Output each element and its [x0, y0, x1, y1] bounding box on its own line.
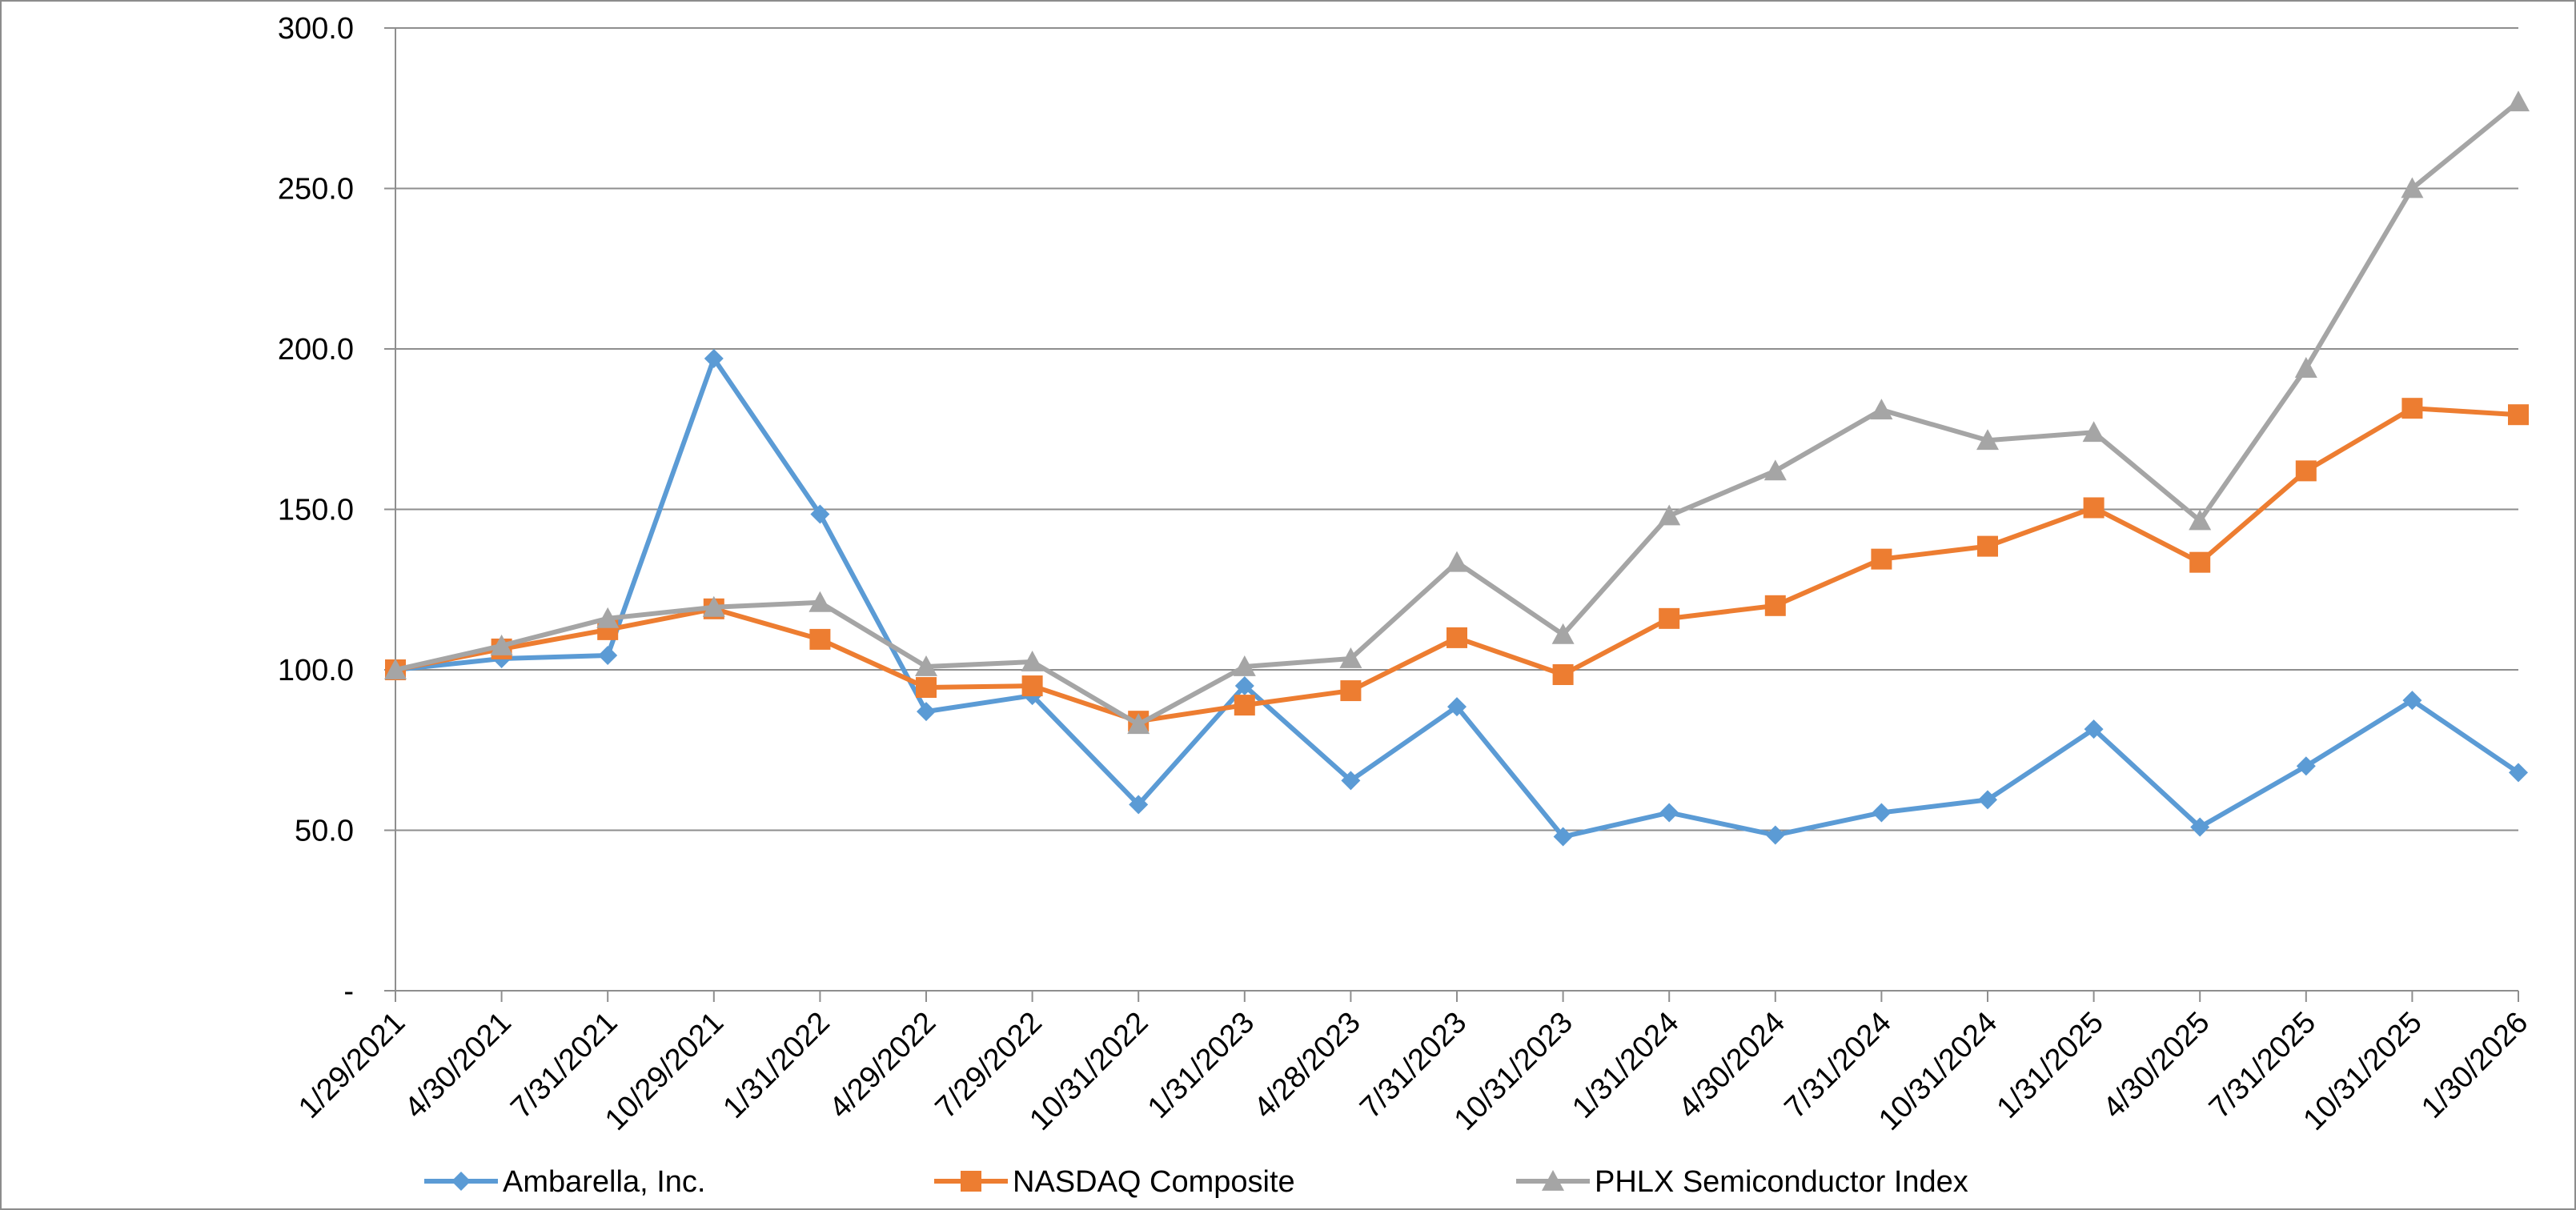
data-point — [1446, 627, 1467, 648]
data-point — [809, 591, 832, 612]
data-point — [1341, 771, 1361, 791]
data-point — [2190, 817, 2210, 837]
x-tick-label: 1/31/2024 — [1566, 1006, 1685, 1125]
series-3 — [384, 90, 2530, 735]
x-tick-label: 1/30/2026 — [2415, 1006, 2534, 1125]
data-point — [1340, 680, 1362, 702]
data-point — [598, 645, 618, 665]
data-point — [2295, 460, 2317, 482]
data-point — [2509, 763, 2528, 783]
data-point — [490, 634, 513, 655]
data-point — [1339, 647, 1362, 668]
data-point — [1659, 803, 1679, 823]
data-point — [384, 659, 407, 679]
data-point — [1234, 695, 1255, 716]
data-point — [1234, 676, 1254, 696]
data-point — [1872, 803, 1892, 823]
x-tick-label: 1/31/2023 — [1142, 1006, 1261, 1125]
data-point — [1021, 675, 1043, 697]
data-point — [2401, 177, 2424, 198]
tick-labels: -50.0100.0150.0200.0250.0300.01/29/20214… — [278, 12, 2534, 1137]
legend: Ambarella, Inc. NASDAQ Composite PHLX Semi… — [424, 1165, 1968, 1199]
x-tick-label: 1/29/2021 — [292, 1006, 411, 1125]
x-tick-label: 4/29/2022 — [823, 1006, 942, 1125]
data-point — [917, 702, 936, 722]
x-tick-label: 1/31/2022 — [717, 1006, 837, 1125]
data-point — [1871, 548, 1892, 570]
legend-label: NASDAQ Composite — [1013, 1165, 1295, 1199]
legend-marker — [1542, 1170, 1564, 1191]
y-tick-label: 50.0 — [295, 815, 354, 848]
data-point — [2402, 691, 2422, 711]
data-point — [1870, 399, 1893, 420]
series-lines — [384, 90, 2530, 847]
data-point — [1763, 459, 1787, 481]
data-point — [1976, 429, 1999, 451]
data-point — [2507, 90, 2530, 112]
legend-marker — [451, 1172, 471, 1191]
data-point — [810, 504, 830, 524]
data-point — [1764, 595, 1786, 616]
data-point — [915, 655, 937, 676]
y-tick-label: 200.0 — [278, 333, 354, 367]
data-point — [2189, 551, 2211, 573]
legend-item: NASDAQ Composite — [934, 1165, 1295, 1199]
x-tick-label: 4/30/2025 — [2097, 1006, 2216, 1125]
x-tick-label: 4/30/2024 — [1672, 1006, 1792, 1125]
series-1 — [386, 349, 2528, 847]
data-point — [596, 607, 620, 628]
y-tick-label: - — [343, 975, 354, 1008]
data-point — [1551, 623, 1575, 644]
data-point — [1127, 713, 1150, 735]
data-point — [1658, 504, 1681, 526]
data-point — [704, 349, 724, 369]
data-point — [2508, 404, 2529, 426]
legend-label: PHLX Semiconductor Index — [1595, 1165, 1968, 1199]
data-point — [2082, 421, 2105, 443]
data-point — [2296, 756, 2316, 776]
y-tick-label: 250.0 — [278, 173, 354, 206]
x-tick-label: 4/30/2021 — [399, 1006, 518, 1125]
data-point — [1447, 697, 1467, 717]
axes — [384, 27, 2519, 1002]
legend-item: PHLX Semiconductor Index — [1516, 1165, 1968, 1199]
gridlines — [395, 27, 2518, 831]
data-point — [2401, 398, 2423, 419]
x-tick-label: 4/28/2023 — [1248, 1006, 1367, 1125]
legend-item: Ambarella, Inc. — [424, 1165, 705, 1199]
data-point — [1765, 825, 1785, 845]
data-point — [1129, 795, 1149, 815]
data-point — [2294, 357, 2317, 378]
data-point — [1233, 655, 1256, 676]
data-point — [2083, 497, 2105, 519]
data-point — [1446, 551, 1468, 572]
data-point — [1978, 790, 1997, 810]
legend-marker — [961, 1171, 981, 1192]
y-tick-label: 150.0 — [278, 494, 354, 527]
data-point — [2189, 509, 2212, 531]
data-point — [1021, 650, 1044, 671]
data-point — [916, 677, 937, 699]
data-point — [2084, 719, 2104, 739]
legend-label: Ambarella, Inc. — [503, 1165, 705, 1199]
data-point — [1552, 664, 1574, 686]
x-tick-label: 1/31/2025 — [1991, 1006, 2110, 1125]
data-point — [702, 595, 725, 617]
y-tick-label: 300.0 — [278, 12, 354, 46]
data-point — [1659, 607, 1680, 629]
data-point — [1977, 535, 1998, 557]
y-tick-label: 100.0 — [278, 654, 354, 687]
data-point — [809, 628, 831, 650]
data-point — [1553, 827, 1573, 847]
